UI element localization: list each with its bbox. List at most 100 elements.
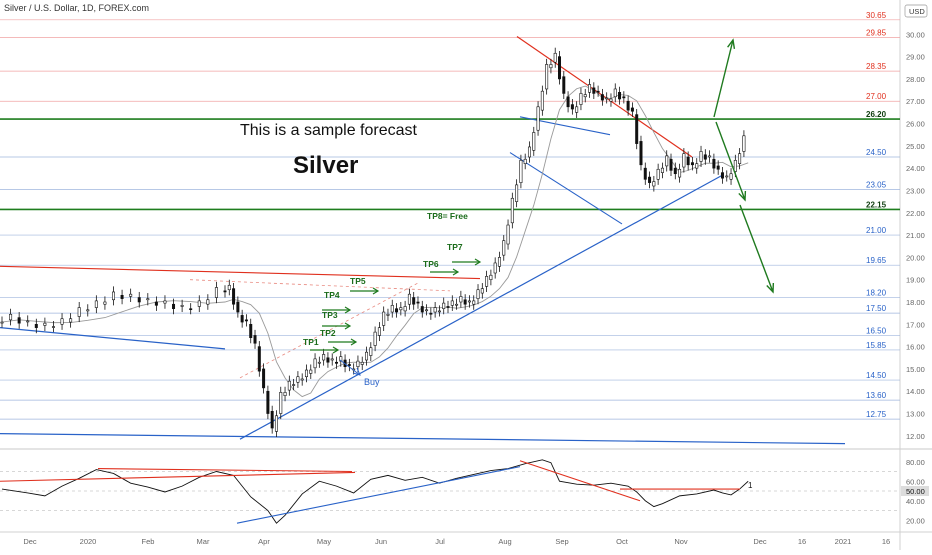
candle-body [648,176,652,183]
candle-body [725,175,729,178]
rsi-blue-line [236,466,521,524]
candle-body [249,324,253,338]
candle-body [34,324,38,328]
level-label-2: 28.35 [866,62,887,71]
tp-arrow-head-3 [344,322,352,330]
y-tick-label: 20.00 [906,253,925,262]
buy-label: Buy [364,377,380,387]
x-tick-label: Jul [435,537,445,546]
candle-body [583,94,587,98]
candle-body [420,306,424,313]
x-tick-label: Jun [375,537,387,546]
level-label-5: 24.50 [866,148,887,157]
candle-body [643,167,647,180]
candle-body [304,369,308,378]
rsi-red-line-right [519,460,641,502]
candle-body [660,167,664,173]
level-label-14: 14.50 [866,371,887,380]
y-tick-label: 19.00 [906,276,925,285]
candle-body [317,361,321,364]
candle-body [459,296,463,303]
tp-label-1: TP1 [303,337,319,347]
candle-body [373,331,377,346]
y-tick-label: 30.00 [906,30,925,39]
y-tick-label: 16.00 [906,343,925,352]
candle-body [485,276,489,287]
tp-arrow-head-7 [474,258,482,266]
y-tick-label: 21.00 [906,231,925,240]
candle-body [605,97,609,100]
candle-body [527,146,531,158]
candle-body [377,327,381,336]
candle-body [720,172,724,179]
candle-body [493,262,497,274]
x-tick-label: Aug [498,537,511,546]
blue-wedge-lower [509,152,623,225]
candle-body [395,308,399,313]
candle-body [77,307,81,317]
rsi-red-line-left [0,471,356,482]
candle-body [382,311,386,326]
candle-body [274,415,278,432]
x-tick-label: Sep [555,537,568,546]
y-tick-label: 27.00 [906,97,925,106]
candle-body [665,155,669,167]
forecast-arrow-down-2-head [766,282,775,294]
candle-body [227,284,231,291]
buy-arrow-head [352,367,361,376]
candle-body [236,301,240,313]
candle-body [112,291,116,301]
candle-body [609,98,613,102]
candle-body [523,158,527,164]
candle-body [433,307,437,313]
rsi-flag-box [901,486,929,496]
candle-body [442,302,446,309]
candle-body [146,298,150,301]
candle-body [369,347,373,356]
candle-body [575,106,579,113]
blue-support-left [0,327,226,350]
red-downtrend-line [516,36,693,158]
y-tick-label: 25.00 [906,142,925,151]
candle-body [262,368,266,389]
headline-text: This is a sample forecast [240,122,417,139]
subject-text: Silver [293,152,359,179]
candle-body [600,94,604,101]
candle-body [476,289,480,299]
forecast-arrow-down-2 [739,204,774,293]
candle-body [103,301,107,305]
tp-arrow-head-4 [344,306,352,314]
x-tick-label: Oct [616,537,629,546]
candle-body [708,155,712,158]
x-tick-label: 16 [798,537,806,546]
candle-body [502,240,506,256]
rsi-red-line-top [97,468,353,473]
candle-body [618,92,622,100]
level-label-7: 22.15 [866,200,887,209]
candle-body [403,306,407,312]
candle-body [266,390,270,414]
candle-body [330,358,334,361]
candle-body [545,64,549,90]
candle-body [120,295,124,299]
candle-body [279,392,283,414]
candle-body [335,361,339,364]
rsi-tick-label: 40.00 [906,497,925,506]
tp-label-6: TP6 [423,259,439,269]
candle-body [652,181,656,187]
level-label-1: 29.85 [866,29,887,38]
forecast-arrow-down-1 [715,121,746,201]
y-tick-label: 28.00 [906,75,925,84]
candle-body [540,90,544,111]
candle-body [635,114,639,144]
candle-body [558,56,562,80]
candle-body [360,361,364,365]
candle-body [562,76,566,94]
candle-body [283,392,287,396]
level-label-11: 17.50 [866,304,887,313]
candle-body [322,354,326,361]
candle-body [515,184,519,202]
candle-body [244,319,248,322]
